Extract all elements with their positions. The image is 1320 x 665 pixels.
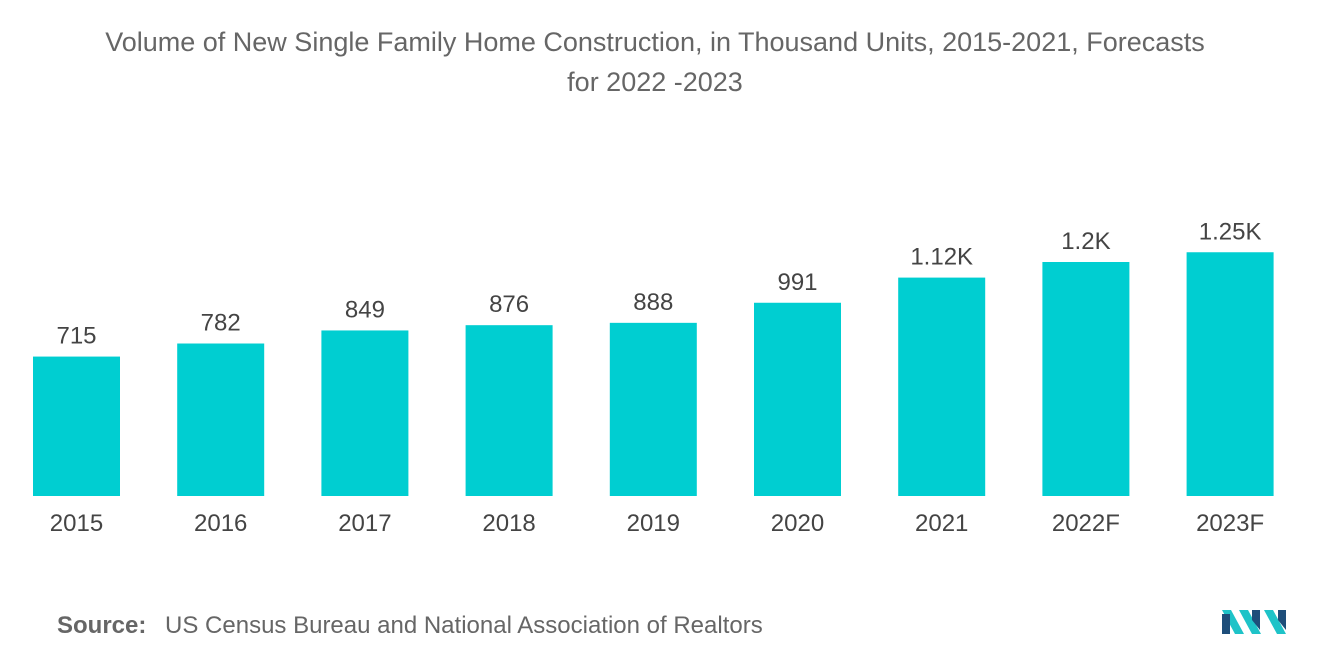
- data-label-2019: 888: [633, 289, 673, 316]
- x-tick-label-2016: 2016: [194, 510, 247, 537]
- bar-2018: [465, 325, 553, 496]
- bar-2022F: [1042, 262, 1130, 496]
- bar-2016: [177, 343, 265, 496]
- logo-dark-stroke-1: [1222, 614, 1230, 634]
- chart-title-line-1: Volume of New Single Family Home Constru…: [105, 27, 1205, 57]
- x-tick-label-2018: 2018: [482, 510, 535, 537]
- logo-teal-stroke-3: [1264, 610, 1286, 634]
- data-label-2022F: 1.2K: [1061, 228, 1110, 255]
- x-tick-label-2015: 2015: [50, 510, 103, 537]
- bar-2023F: [1186, 252, 1274, 496]
- x-tick-label-2017: 2017: [338, 510, 391, 537]
- x-tick-label-2019: 2019: [627, 510, 680, 537]
- bar-2021: [898, 277, 986, 496]
- x-tick-label-2021: 2021: [915, 510, 968, 537]
- data-label-2018: 876: [489, 291, 529, 318]
- source-note: Source: US Census Bureau and National As…: [57, 612, 763, 640]
- chart-title-line-2: for 2022 -2023: [567, 67, 743, 97]
- x-tick-label-2022F: 2022F: [1052, 510, 1120, 537]
- bar-2015: [33, 356, 120, 496]
- logo-dark-stroke-2: [1252, 610, 1260, 630]
- source-label: Source:: [57, 612, 147, 639]
- data-label-2017: 849: [345, 296, 385, 323]
- data-label-2020: 991: [777, 269, 817, 296]
- logo-teal-stroke-2: [1239, 610, 1261, 634]
- logo-dark-stroke-3: [1278, 610, 1286, 630]
- data-label-2016: 782: [201, 310, 241, 337]
- source-text: US Census Bureau and National Associatio…: [165, 612, 763, 639]
- data-label-2023F: 1.25K: [1199, 218, 1262, 245]
- mordor-logo-icon: [1222, 610, 1286, 634]
- bar-2020: [754, 302, 841, 496]
- x-tick-label-2020: 2020: [771, 510, 824, 537]
- bar-2019: [609, 322, 697, 496]
- bar-2017: [321, 330, 409, 496]
- data-label-2021: 1.12K: [910, 244, 973, 271]
- data-label-2015: 715: [56, 323, 96, 350]
- chart-title: Volume of New Single Family Home Constru…: [0, 22, 1310, 102]
- x-tick-label-2023F: 2023F: [1196, 510, 1264, 537]
